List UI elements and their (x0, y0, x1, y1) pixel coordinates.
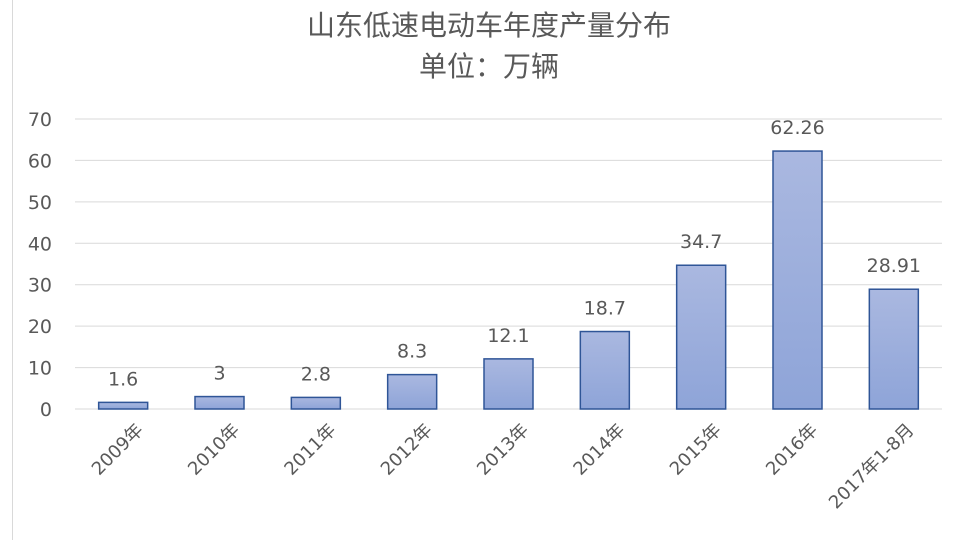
chart-title: 山东低速电动车年度产量分布 (306, 9, 671, 42)
y-tick-label: 30 (28, 275, 52, 297)
y-tick-label: 70 (28, 109, 52, 131)
data-label: 62.26 (770, 117, 824, 139)
data-label: 12.1 (487, 325, 529, 347)
bar (290, 396, 342, 410)
x-tick-label: 2013年 (473, 420, 533, 480)
x-tick-label: 2014年 (569, 420, 629, 480)
x-tick-label: 2010年 (184, 420, 244, 480)
x-tick-label: 2012年 (377, 420, 437, 480)
y-tick-label: 20 (28, 316, 52, 338)
data-label: 34.7 (680, 231, 722, 253)
y-tick-label: 0 (40, 399, 52, 421)
bar (579, 330, 631, 410)
bar (97, 401, 149, 410)
data-label: 28.91 (867, 255, 921, 277)
y-tick-label: 40 (28, 233, 52, 255)
data-label: 2.8 (301, 363, 331, 385)
y-tick-label: 10 (28, 358, 52, 380)
bar-layer (97, 150, 920, 410)
bar (386, 373, 438, 410)
x-tick-label: 2016年 (762, 420, 822, 480)
data-label: 1.6 (108, 368, 138, 390)
y-tick-label: 60 (28, 150, 52, 172)
chart-subtitle: 单位：万辆 (418, 50, 559, 83)
x-tick-label: 2009年 (88, 420, 148, 480)
bar (483, 358, 534, 410)
x-tick-label: 2011年 (280, 420, 340, 480)
data-label: 8.3 (397, 341, 427, 363)
chart-frame (12, 0, 978, 540)
y-tick-label: 50 (28, 192, 52, 214)
bar (868, 288, 920, 410)
bar (772, 150, 823, 410)
data-label: 18.7 (584, 298, 626, 320)
bar (675, 264, 727, 410)
data-label: 3 (213, 363, 225, 385)
bar (194, 395, 245, 410)
x-tick-label: 2017年1-8月 (825, 420, 918, 513)
x-tick-label: 2015年 (666, 420, 726, 480)
